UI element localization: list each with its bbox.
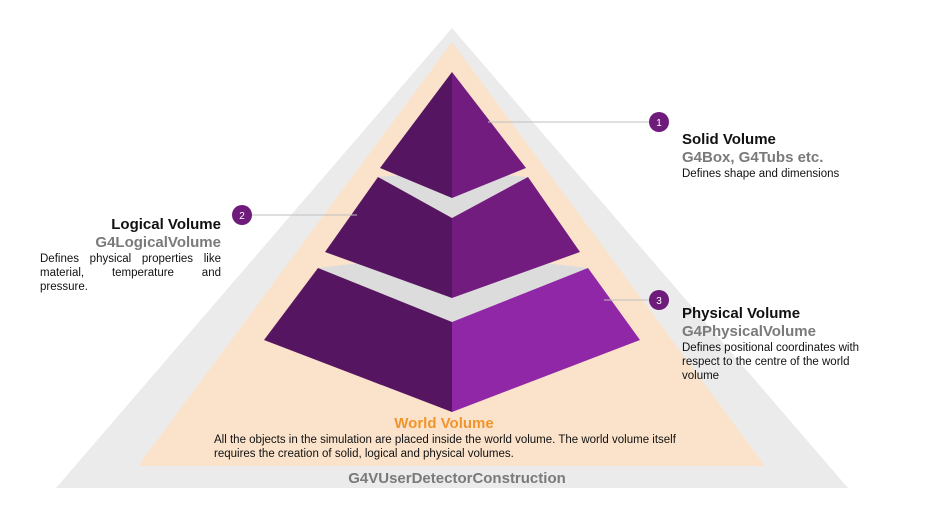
tier-middle-left-face: [325, 177, 452, 298]
world-volume-label: World Volume All the objects in the simu…: [214, 415, 694, 461]
physical-volume-label: Physical Volume G4PhysicalVolume Defines…: [682, 305, 872, 383]
world-volume-description: All the objects in the simulation are pl…: [214, 434, 676, 460]
tier-bottom-right-face: [452, 268, 640, 412]
badge-physical-number: 3: [656, 296, 662, 307]
solid-volume-label: Solid Volume G4Box, G4Tubs etc. Defines …: [682, 131, 882, 181]
detector-construction-label: G4VUserDetectorConstruction: [348, 470, 566, 487]
logical-volume-label: Logical Volume G4LogicalVolume Defines p…: [40, 216, 221, 294]
badge-solid: [649, 112, 669, 132]
world-volume-title: World Volume: [394, 415, 494, 432]
physical-volume-subtitle: G4PhysicalVolume: [682, 323, 816, 340]
tier-top-right-face: [452, 72, 526, 198]
solid-volume-description: Defines shape and dimensions: [682, 168, 840, 180]
solid-volume-subtitle: G4Box, G4Tubs etc.: [682, 149, 824, 166]
logical-volume-description: Defines physical properties like materia…: [40, 253, 221, 293]
logical-volume-subtitle: G4LogicalVolume: [95, 234, 221, 251]
badge-logical-number: 2: [239, 211, 245, 222]
tier-middle-right-face: [452, 177, 580, 298]
physical-volume-title: Physical Volume: [682, 305, 801, 322]
tier-top-left-face: [380, 72, 452, 198]
tier-bottom-left-face: [264, 268, 452, 412]
physical-volume-description: Defines positional coordinates with resp…: [682, 342, 860, 382]
badge-physical: [649, 290, 669, 310]
badge-logical: [232, 205, 252, 225]
badge-solid-number: 1: [656, 118, 662, 129]
solid-volume-title: Solid Volume: [682, 131, 776, 148]
logical-volume-title: Logical Volume: [111, 216, 221, 233]
